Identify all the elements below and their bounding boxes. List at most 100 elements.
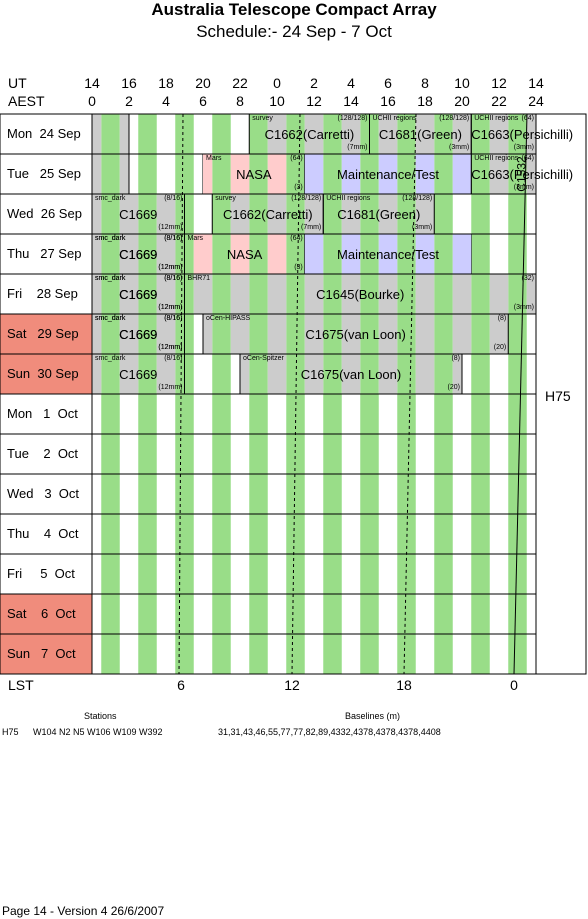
observing-stripe — [471, 594, 490, 634]
day-label: Mon 1 Oct — [7, 406, 78, 421]
block-fill — [92, 354, 102, 394]
block-fill — [277, 114, 287, 154]
block-label: C1663(Persichilli) — [471, 127, 574, 142]
block-fill — [314, 274, 324, 314]
observing-stripe — [249, 634, 268, 674]
block-label: C1663(Persichilli) — [471, 167, 574, 182]
block-fill — [425, 234, 435, 274]
block-fill — [166, 354, 176, 394]
block-fill — [193, 234, 203, 274]
block-band: (3mm) — [513, 144, 534, 151]
block-band: (12mm) — [158, 344, 183, 351]
block-fill — [304, 194, 314, 234]
observing-stripe — [212, 354, 231, 394]
observing-stripe — [101, 234, 120, 274]
observing-stripe — [138, 634, 157, 674]
block-fill — [277, 234, 287, 274]
day-label: Sun 30 Sep — [7, 366, 79, 381]
observing-stripe — [508, 594, 527, 634]
block-fill — [452, 154, 462, 194]
block-fill — [304, 354, 314, 394]
block-fill — [314, 354, 324, 394]
observing-stripe — [212, 634, 231, 674]
baselines-title: Baselines (m) — [345, 711, 401, 721]
day-label-cell — [0, 274, 92, 314]
block-fill — [452, 354, 462, 394]
observing-stripe — [323, 114, 342, 154]
block-fill — [92, 154, 102, 194]
block-fill — [119, 274, 129, 314]
observing-stripe — [249, 594, 268, 634]
observing-stripe — [138, 274, 157, 314]
block-config: (8/16) — [164, 235, 183, 242]
observing-stripe — [138, 474, 157, 514]
block-fill — [341, 154, 351, 194]
block-config: (32) — [521, 275, 534, 282]
observing-stripe — [360, 274, 379, 314]
lst-tick: 6 — [177, 677, 185, 693]
observing-stripe — [249, 354, 268, 394]
block-fill — [267, 274, 277, 314]
block-fill — [129, 274, 139, 314]
aest-tick: 8 — [236, 93, 244, 109]
block-label: NASA — [226, 247, 263, 262]
observing-stripe — [323, 514, 342, 554]
block-fill — [351, 274, 361, 314]
block-note: smc_dark — [95, 235, 126, 242]
block-fill — [351, 354, 361, 394]
observing-stripe — [397, 234, 416, 274]
ut-tick: 22 — [232, 75, 248, 91]
day-label-cell — [0, 474, 92, 514]
block-note: survey — [215, 195, 236, 202]
block-fill — [304, 314, 314, 354]
block-fill — [267, 314, 277, 354]
page-title: Australia Telescope Compact Array — [151, 0, 437, 19]
ut-tick: 14 — [84, 75, 100, 91]
observing-stripe — [434, 394, 453, 434]
block-label: C1669 — [119, 247, 158, 262]
observing-stripe — [471, 234, 490, 274]
observing-stripe — [101, 354, 120, 394]
block-fill — [415, 194, 425, 234]
block-label: Maintenance/Test — [337, 167, 439, 182]
block-config: (8/16) — [164, 315, 183, 322]
aest-tick: 22 — [491, 93, 507, 109]
stations-list: W104 N2 N5 W106 W109 W392 — [33, 727, 163, 737]
c1532-label: C1532 — [514, 156, 529, 192]
block-fill — [341, 314, 351, 354]
observing-stripe — [101, 514, 120, 554]
block-note: Mars — [187, 235, 204, 242]
ut-tick: 14 — [528, 75, 544, 91]
block-fill — [499, 154, 509, 194]
observing-stripe — [471, 554, 490, 594]
block-fill — [277, 154, 287, 194]
observing-stripe — [138, 314, 157, 354]
observing-stripe — [360, 194, 379, 234]
block-band: (12mm) — [158, 264, 183, 271]
observing-stripe — [101, 194, 120, 234]
observing-stripe — [471, 394, 490, 434]
observing-stripe — [249, 274, 268, 314]
block-fill — [240, 234, 250, 274]
observing-stripe — [397, 154, 416, 194]
observing-stripe — [286, 234, 305, 274]
observing-stripe — [471, 194, 490, 234]
observing-stripe — [138, 594, 157, 634]
day-label-cell — [0, 114, 92, 154]
observing-stripe — [323, 154, 342, 194]
block-note: smc_dark — [95, 275, 126, 282]
observing-stripe — [175, 474, 194, 514]
observing-stripe — [397, 114, 416, 154]
observing-stripe — [286, 594, 305, 634]
observing-stripe — [360, 474, 379, 514]
observing-stripe — [360, 634, 379, 674]
block-fill — [230, 194, 240, 234]
block-fill — [388, 154, 398, 194]
observing-stripe — [249, 474, 268, 514]
block-band: (20) — [493, 344, 507, 351]
block-fill — [462, 314, 472, 354]
block-fill — [341, 234, 351, 274]
observing-stripe — [101, 314, 120, 354]
block-config: (64) — [290, 155, 303, 162]
block-fill — [388, 194, 398, 234]
